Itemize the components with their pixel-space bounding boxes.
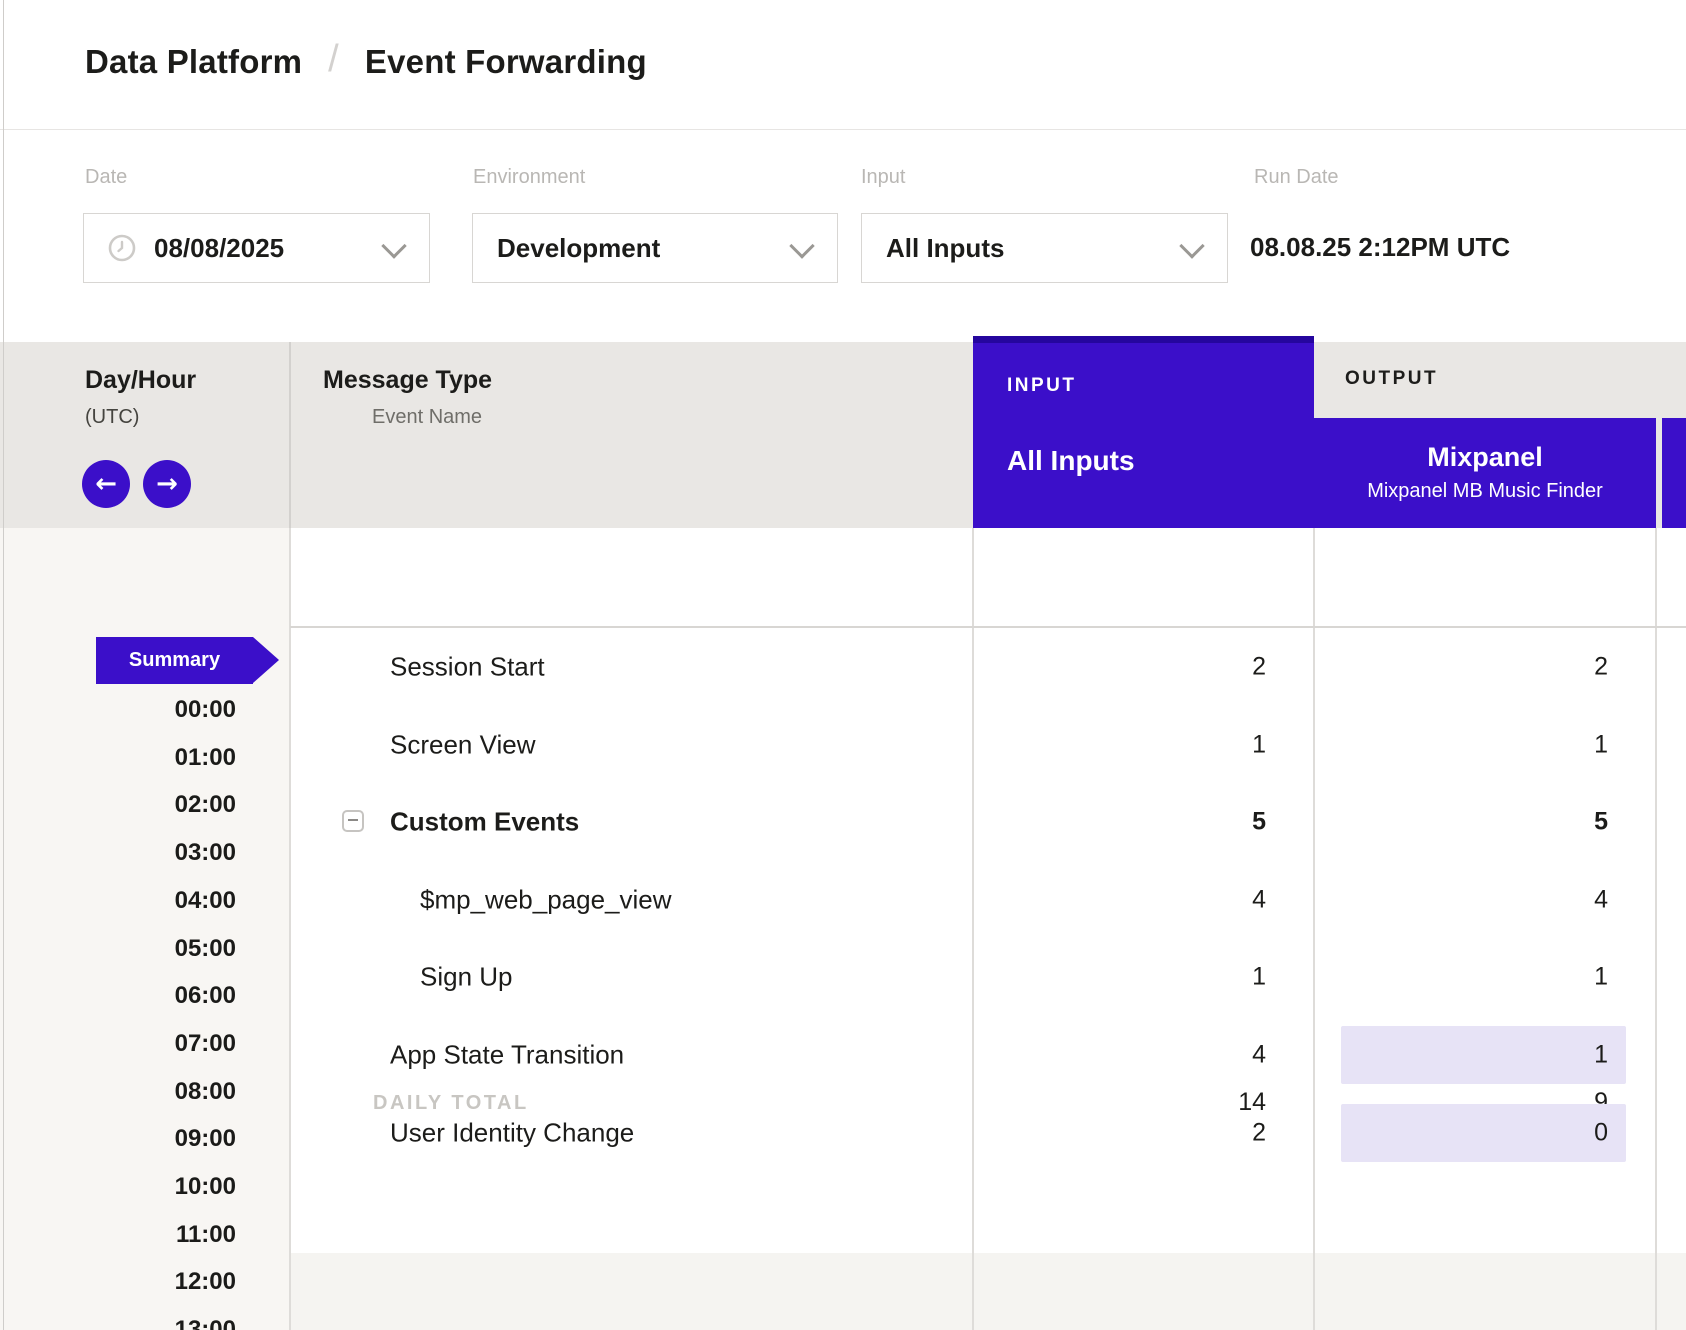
run-date-value: 08.08.25 2:12PM UTC bbox=[1250, 232, 1510, 263]
input-select[interactable]: All Inputs bbox=[861, 213, 1228, 283]
run-date-label: Run Date bbox=[1254, 166, 1339, 189]
environment-value: Development bbox=[497, 233, 660, 264]
mixpanel-column-subtitle: Mixpanel MB Music Finder bbox=[1314, 480, 1656, 503]
input-value-cell: 1 bbox=[973, 731, 1266, 760]
output-value-cell: 2 bbox=[1314, 653, 1608, 682]
input-column-title: All Inputs bbox=[1007, 445, 1135, 477]
utc-subtitle: (UTC) bbox=[85, 406, 139, 429]
row-name: Screen View bbox=[390, 730, 536, 761]
column-divider bbox=[289, 342, 291, 528]
row-name: Sign Up bbox=[420, 962, 513, 993]
output-value-cell: 0 bbox=[1314, 1119, 1608, 1148]
chevron-down-icon bbox=[381, 233, 406, 258]
input-value-cell: 2 bbox=[973, 653, 1266, 682]
input-column-header[interactable]: INPUT All Inputs bbox=[973, 336, 1314, 528]
header-divider bbox=[0, 129, 1686, 130]
output-value-cell: 1 bbox=[1314, 1041, 1608, 1070]
event-rows: Session Start 2 2 Screen View 1 1 Custom… bbox=[290, 628, 1686, 1172]
summary-tab-label: Summary bbox=[129, 649, 220, 672]
collapse-icon[interactable] bbox=[342, 810, 364, 832]
mixpanel-column-title: Mixpanel bbox=[1314, 442, 1656, 473]
table-footer-area bbox=[290, 1253, 1686, 1330]
hour-label: 03:00 bbox=[0, 837, 236, 869]
input-filter-label: Input bbox=[861, 166, 905, 189]
sidebar-content: Summary 00:00 01:00 02:00 03:00 04:00 05… bbox=[0, 528, 290, 1330]
arrow-right-icon: → bbox=[156, 471, 178, 497]
previous-day-button[interactable]: ← bbox=[82, 460, 130, 508]
date-select[interactable]: 08/08/2025 bbox=[83, 213, 430, 283]
event-name-subtitle: Event Name bbox=[372, 406, 482, 429]
breadcrumb-item-data-platform[interactable]: Data Platform bbox=[85, 43, 302, 81]
environment-filter-label: Environment bbox=[473, 166, 585, 189]
hour-label: 10:00 bbox=[0, 1171, 236, 1203]
output-group-label: OUTPUT bbox=[1345, 368, 1438, 390]
environment-select[interactable]: Development bbox=[472, 213, 838, 283]
input-value-cell: 4 bbox=[973, 886, 1266, 915]
hour-label: 02:00 bbox=[0, 789, 236, 821]
hour-label: 11:00 bbox=[0, 1219, 236, 1251]
event-forwarding-page: Data Platform / Event Forwarding Date En… bbox=[0, 0, 1686, 1330]
chevron-down-icon bbox=[1179, 233, 1204, 258]
output-value-cell: 5 bbox=[1314, 808, 1608, 837]
date-value: 08/08/2025 bbox=[154, 233, 284, 264]
row-name: Session Start bbox=[390, 652, 545, 683]
output-value-cell: 1 bbox=[1314, 731, 1608, 760]
row-name: User Identity Change bbox=[390, 1118, 634, 1149]
output-value-cell: 4 bbox=[1314, 886, 1608, 915]
clock-icon bbox=[108, 234, 136, 262]
row-name: App State Transition bbox=[390, 1040, 624, 1071]
table-row: User Identity Change 2 0 bbox=[290, 1094, 1686, 1172]
hour-label: 00:00 bbox=[0, 694, 236, 726]
hour-label: 05:00 bbox=[0, 933, 236, 965]
hour-label: 08:00 bbox=[0, 1076, 236, 1108]
next-output-column-partial bbox=[1662, 418, 1686, 528]
hour-label: 01:00 bbox=[0, 742, 236, 774]
hour-label: 12:00 bbox=[0, 1266, 236, 1298]
breadcrumb-separator: / bbox=[328, 38, 339, 81]
output-value-cell: 1 bbox=[1314, 963, 1608, 992]
summary-tab[interactable]: Summary bbox=[96, 637, 253, 684]
row-name: Custom Events bbox=[390, 807, 579, 838]
chevron-down-icon bbox=[789, 233, 814, 258]
hour-label: 04:00 bbox=[0, 885, 236, 917]
input-value-cell: 2 bbox=[973, 1119, 1266, 1148]
row-name: $mp_web_page_view bbox=[420, 885, 672, 916]
table-row: $mp_web_page_view 4 4 bbox=[290, 861, 1686, 939]
input-group-label: INPUT bbox=[1007, 375, 1077, 397]
table-row: App State Transition 4 1 bbox=[290, 1016, 1686, 1094]
mixpanel-column-header[interactable]: Mixpanel Mixpanel MB Music Finder bbox=[1314, 418, 1656, 528]
date-filter-label: Date bbox=[85, 166, 127, 189]
input-value-cell: 4 bbox=[973, 1041, 1266, 1070]
hour-label: 06:00 bbox=[0, 980, 236, 1012]
daily-total-row: DAILY TOTAL 14 9 bbox=[290, 528, 1686, 627]
breadcrumb: Data Platform / Event Forwarding bbox=[85, 40, 647, 83]
table-row: Session Start 2 2 bbox=[290, 628, 1686, 706]
message-type-title: Message Type bbox=[323, 366, 492, 395]
table-row: Sign Up 1 1 bbox=[290, 938, 1686, 1016]
input-value-cell: 1 bbox=[973, 963, 1266, 992]
next-day-button[interactable]: → bbox=[143, 460, 191, 508]
hour-label: 13:00 bbox=[0, 1314, 236, 1330]
hour-label: 09:00 bbox=[0, 1123, 236, 1155]
day-hour-title: Day/Hour bbox=[85, 366, 196, 395]
breadcrumb-item-event-forwarding: Event Forwarding bbox=[365, 43, 647, 81]
input-value: All Inputs bbox=[886, 233, 1004, 264]
table-row: Custom Events 5 5 bbox=[290, 783, 1686, 861]
input-value-cell: 5 bbox=[973, 808, 1266, 837]
hour-label: 07:00 bbox=[0, 1028, 236, 1060]
table-row: Screen View 1 1 bbox=[290, 706, 1686, 784]
arrow-left-icon: ← bbox=[95, 471, 117, 497]
page-left-edge bbox=[3, 0, 4, 1330]
